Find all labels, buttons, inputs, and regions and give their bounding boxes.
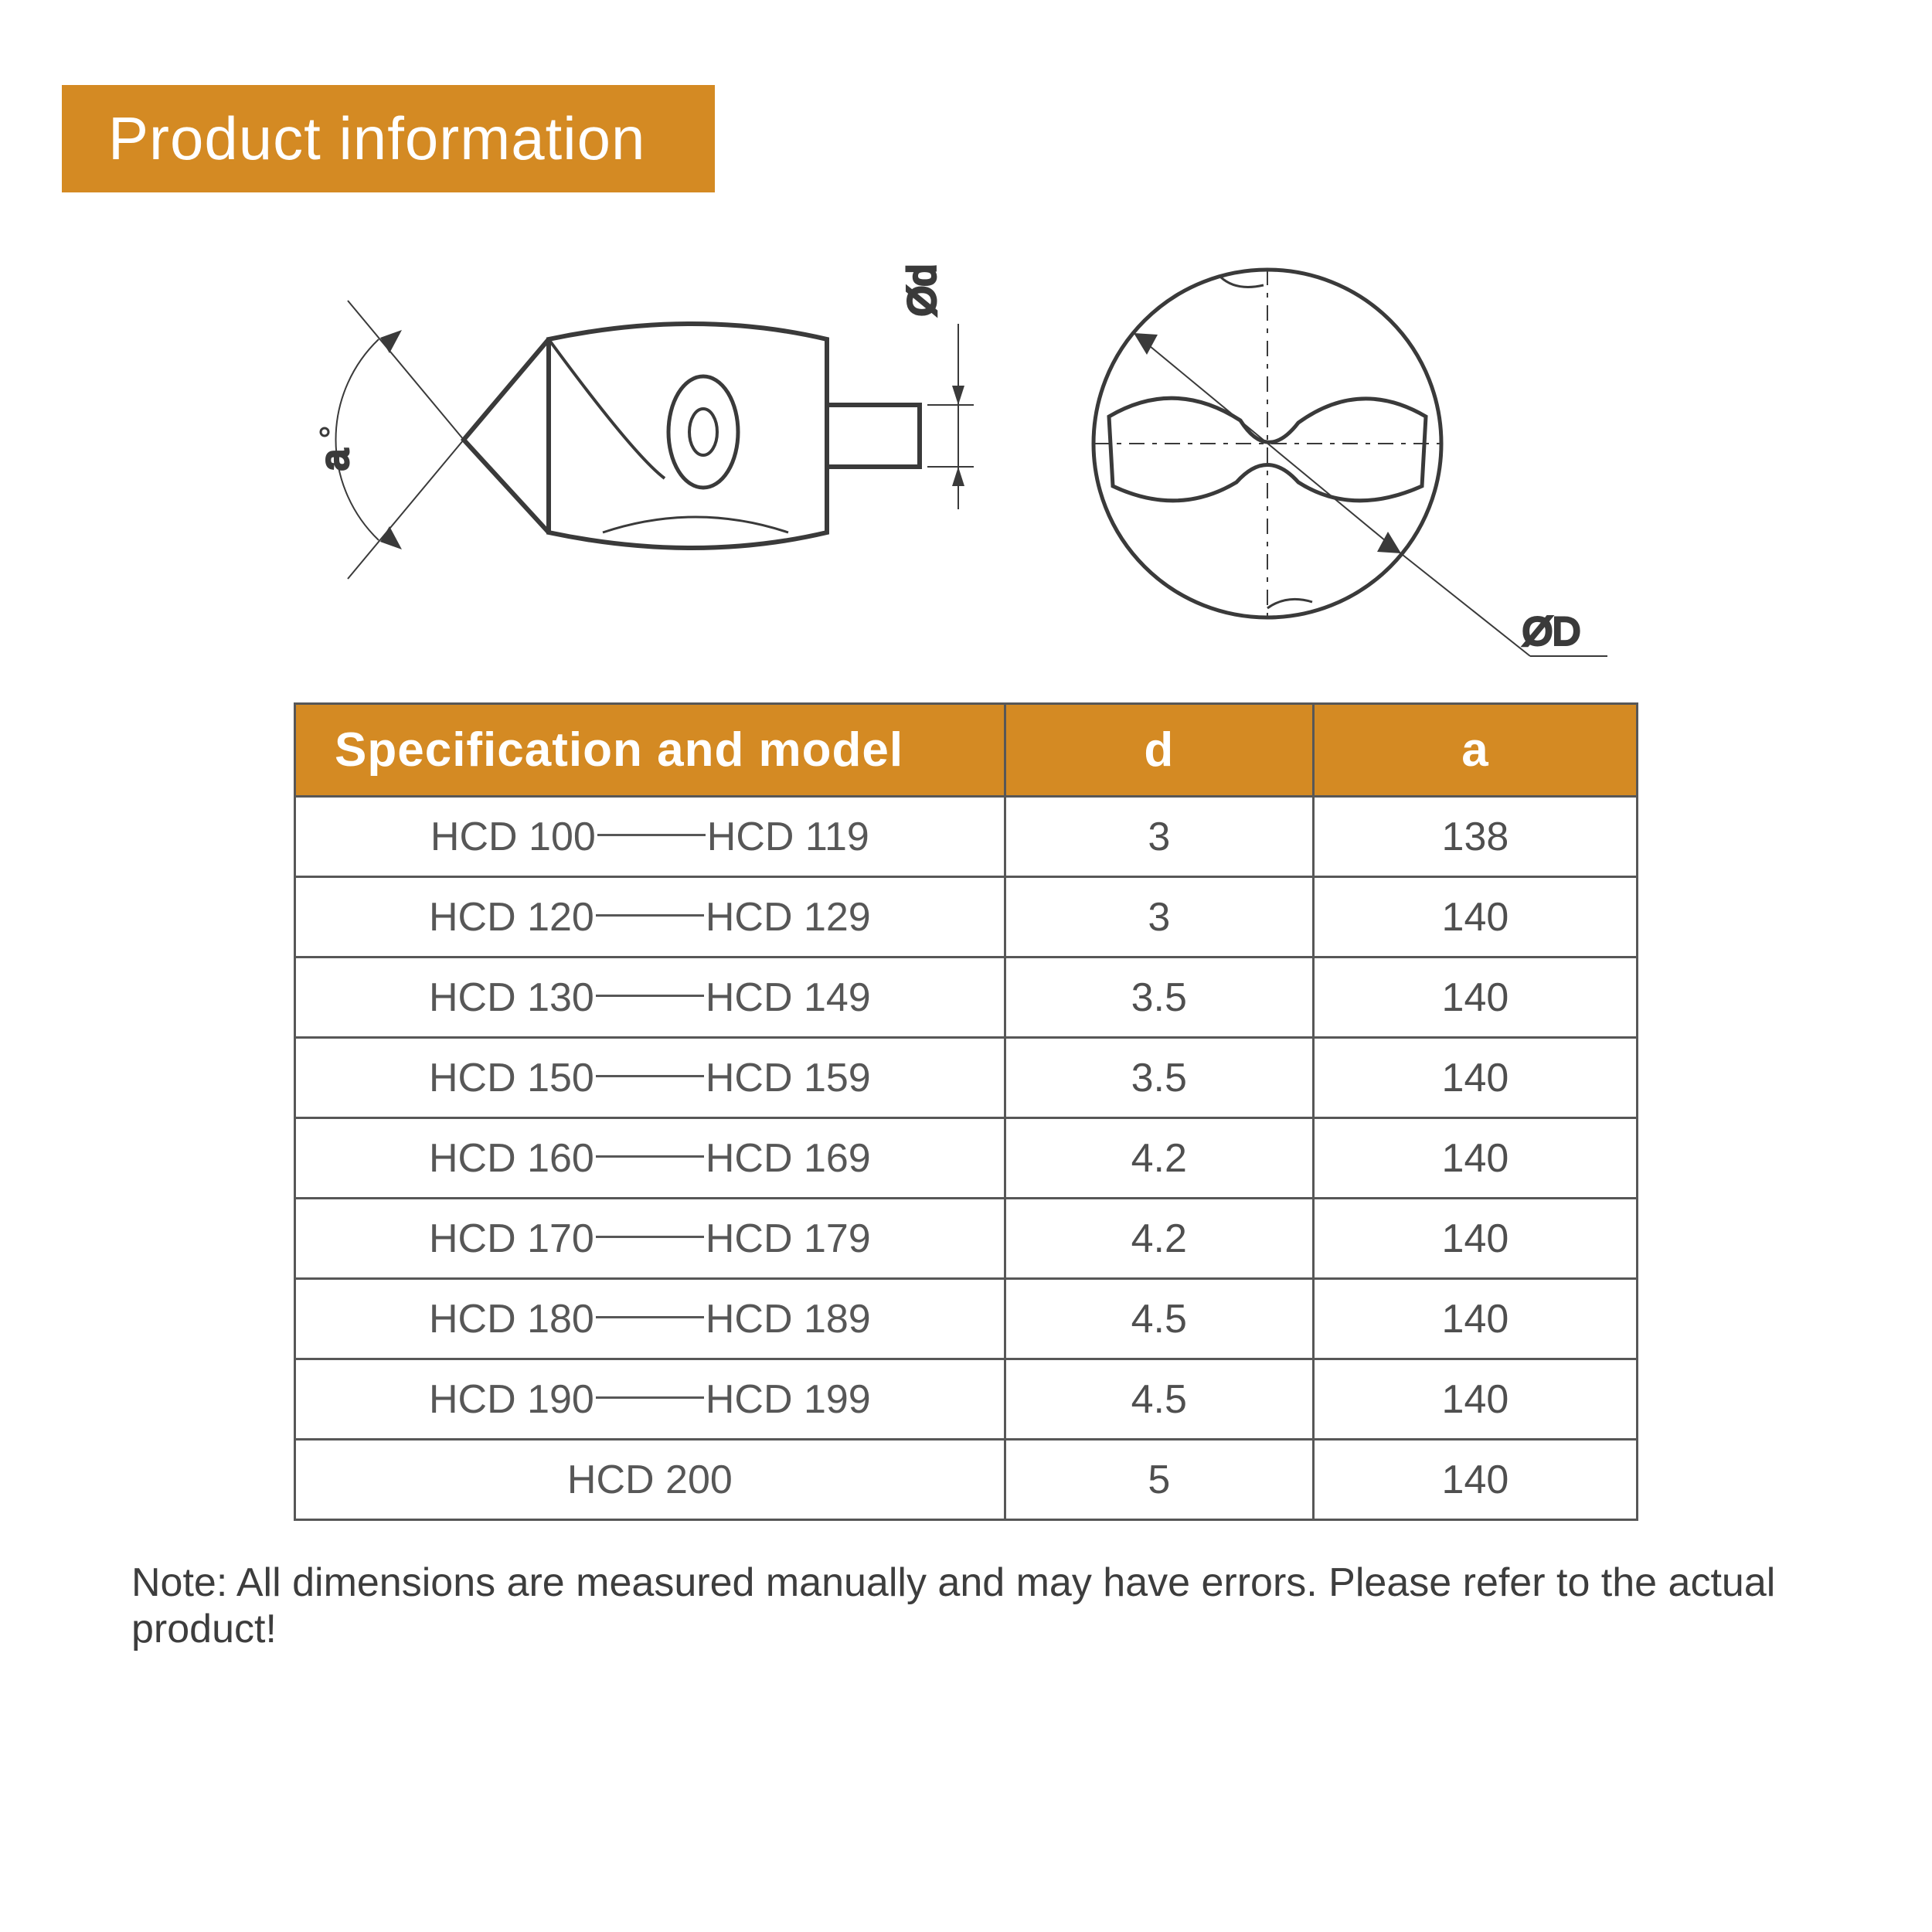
- a-cell: 140: [1313, 957, 1637, 1038]
- a-cell: 140: [1313, 1118, 1637, 1199]
- col-header-a: a: [1313, 704, 1637, 797]
- diagram-label-shaft-dia: Ød: [900, 264, 944, 316]
- d-cell: 3: [1005, 877, 1313, 957]
- spec-cell: HCD 130 HCD 149: [295, 957, 1005, 1038]
- spec-to: HCD 149: [706, 975, 871, 1020]
- spec-to: HCD 129: [706, 895, 871, 940]
- spec-from: HCD 160: [429, 1136, 594, 1181]
- technical-diagram: Ød a: [62, 223, 1870, 702]
- table-row: HCD 180 HCD 189 4.5140: [295, 1279, 1638, 1359]
- spec-cell: HCD 170 HCD 179: [295, 1199, 1005, 1279]
- spec-to: HCD 189: [706, 1297, 871, 1342]
- range-separator: [596, 1236, 704, 1238]
- page-root: Product information: [0, 0, 1932, 1932]
- table-row: HCD 150 HCD 159 3.5140: [295, 1038, 1638, 1118]
- d-cell: 5: [1005, 1440, 1313, 1520]
- spec-from: HCD 190: [429, 1377, 594, 1422]
- range-separator: [596, 1075, 704, 1077]
- a-cell: 138: [1313, 797, 1637, 877]
- spec-from: HCD 180: [429, 1297, 594, 1342]
- spec-cell: HCD 190 HCD 199: [295, 1359, 1005, 1440]
- spec-to: HCD 159: [706, 1056, 871, 1100]
- table-row: HCD 100 HCD 119 3138: [295, 797, 1638, 877]
- d-cell: 3.5: [1005, 957, 1313, 1038]
- spec-to: HCD 179: [706, 1216, 871, 1261]
- table-row: HCD 190 HCD 199 4.5140: [295, 1359, 1638, 1440]
- spec-cell: HCD 200: [295, 1440, 1005, 1520]
- spec-to: HCD 119: [707, 815, 869, 859]
- spec-to: HCD 169: [706, 1136, 871, 1181]
- spec-from: HCD 120: [429, 895, 594, 940]
- diagram-label-angle: a: [313, 449, 356, 471]
- d-cell: 3: [1005, 797, 1313, 877]
- spec-to: HCD 199: [706, 1377, 871, 1422]
- spec-cell: HCD 150 HCD 159: [295, 1038, 1005, 1118]
- d-cell: 3.5: [1005, 1038, 1313, 1118]
- range-separator: [596, 995, 704, 997]
- range-separator: [596, 1155, 704, 1158]
- range-separator: [596, 914, 704, 917]
- a-cell: 140: [1313, 1199, 1637, 1279]
- specification-table: Specification and model d a HCD 100HCD 1…: [294, 702, 1638, 1521]
- a-cell: 140: [1313, 877, 1637, 957]
- spec-from: HCD 150: [429, 1056, 594, 1100]
- d-cell: 4.2: [1005, 1118, 1313, 1199]
- diagram-label-outer-dia: ØD: [1522, 610, 1580, 653]
- range-separator: [596, 1396, 704, 1399]
- table-row: HCD 170 HCD 179 4.2140: [295, 1199, 1638, 1279]
- range-separator: [596, 1316, 704, 1318]
- spec-cell: HCD 180 HCD 189: [295, 1279, 1005, 1359]
- spec-from: HCD 170: [429, 1216, 594, 1261]
- spec-cell: HCD 120 HCD 129: [295, 877, 1005, 957]
- a-cell: 140: [1313, 1038, 1637, 1118]
- spec-single: HCD 200: [567, 1458, 733, 1502]
- range-separator: [597, 834, 706, 836]
- a-cell: 140: [1313, 1279, 1637, 1359]
- spec-cell: HCD 160 HCD 169: [295, 1118, 1005, 1199]
- table-row: HCD 200 5140: [295, 1440, 1638, 1520]
- section-title-banner: Product information: [62, 85, 715, 192]
- spec-from: HCD 100: [430, 815, 596, 859]
- d-cell: 4.5: [1005, 1359, 1313, 1440]
- d-cell: 4.2: [1005, 1199, 1313, 1279]
- table-header-row: Specification and model d a: [295, 704, 1638, 797]
- table-row: HCD 160 HCD 169 4.2140: [295, 1118, 1638, 1199]
- footnote: Note: All dimensions are measured manual…: [131, 1560, 1870, 1652]
- col-header-spec: Specification and model: [295, 704, 1005, 797]
- a-cell: 140: [1313, 1440, 1637, 1520]
- spec-cell: HCD 100 HCD 119: [295, 797, 1005, 877]
- d-cell: 4.5: [1005, 1279, 1313, 1359]
- table-row: HCD 130 HCD 149 3.5140: [295, 957, 1638, 1038]
- a-cell: 140: [1313, 1359, 1637, 1440]
- table-row: HCD 120 HCD 129 3140: [295, 877, 1638, 957]
- spec-from: HCD 130: [429, 975, 594, 1020]
- col-header-d: d: [1005, 704, 1313, 797]
